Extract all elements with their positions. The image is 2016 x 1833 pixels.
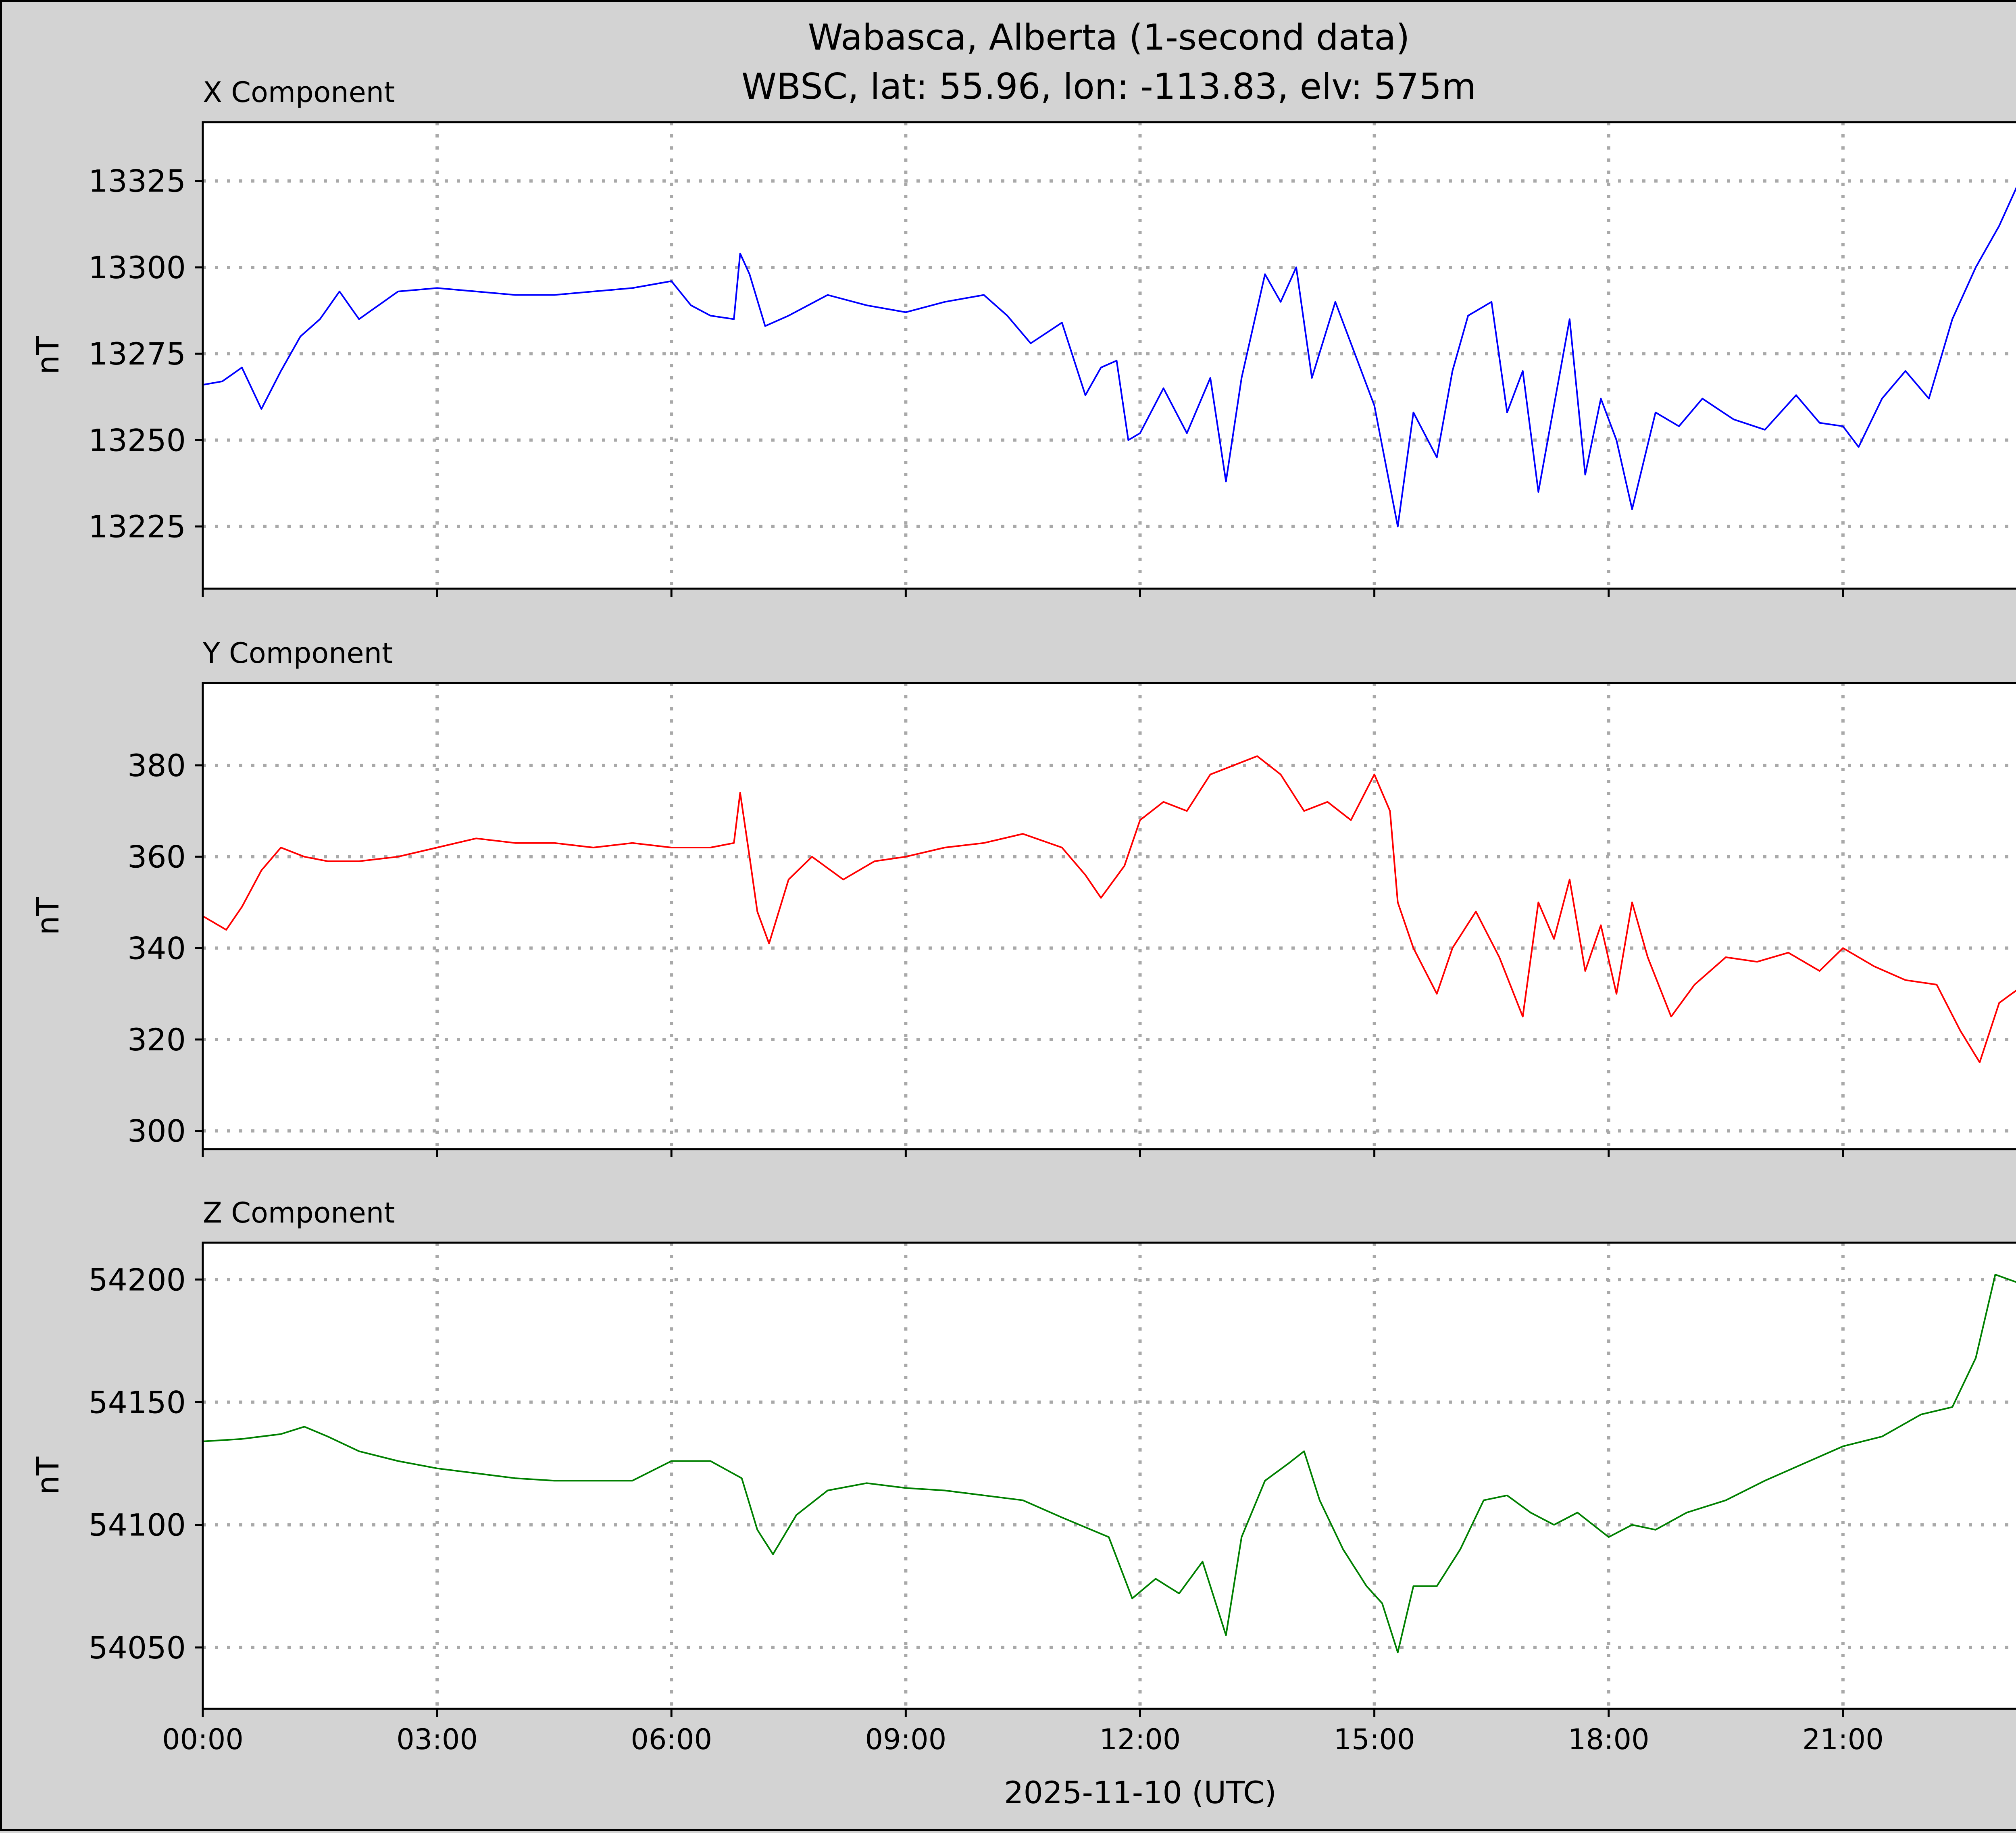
x-tick-label: 06:00	[631, 1723, 712, 1756]
panel-title: X Component	[203, 76, 395, 109]
plot-frame	[202, 121, 2016, 590]
plot-frame	[202, 682, 2016, 1150]
x-axis-label: 2025-11-10 (UTC)	[1004, 1775, 1277, 1810]
series-line-2	[202, 1274, 2016, 1654]
y-tick-label: 54050	[88, 1630, 186, 1666]
plot-area	[203, 122, 2016, 589]
panel-2: 54050 54100 54150 54200 Z Component nT	[30, 1196, 2016, 1717]
panel-title: Y Component	[202, 637, 393, 670]
chart-subtitle: WBSC, lat: 55.96, lon: -113.83, elv: 575…	[741, 66, 1476, 107]
y-tick-label: 13225	[88, 509, 186, 545]
y-tick-label: 340	[127, 930, 186, 966]
y-tick-label: 13325	[88, 163, 186, 199]
y-tick-label: 380	[127, 748, 186, 783]
chart-title: Wabasca, Alberta (1-second data)	[808, 17, 1410, 58]
x-tick-label: 21:00	[1802, 1723, 1884, 1756]
y-tick-label: 300	[127, 1113, 186, 1149]
y-tick-label: 54200	[88, 1262, 186, 1298]
panel-0: 13225 13250 13275 13300 13325 X Component nT	[30, 76, 2016, 597]
y-tick-label: 54100	[88, 1507, 186, 1543]
x-tick-label: 09:00	[865, 1723, 947, 1756]
plot-frame	[202, 1241, 2016, 1710]
y-axis-label: nT	[30, 897, 66, 935]
y-axis-label: nT	[30, 336, 66, 375]
panel-title: Z Component	[203, 1196, 395, 1229]
x-tick-label: 12:00	[1100, 1723, 1181, 1756]
x-tick-label: 00:00	[162, 1723, 244, 1756]
x-tick-label: 18:00	[1568, 1723, 1649, 1756]
plot-area	[203, 683, 2016, 1149]
plot-area	[203, 1243, 2016, 1709]
series-line-1	[202, 755, 2016, 1063]
x-tick-label: 15:00	[1334, 1723, 1415, 1756]
x-tick-label: 03:00	[396, 1723, 478, 1756]
y-tick-label: 13275	[88, 336, 186, 372]
y-tick-label: 360	[127, 839, 186, 875]
y-tick-label: 13300	[88, 250, 186, 285]
y-axis-label: nT	[30, 1456, 66, 1495]
y-tick-label: 13250	[88, 422, 186, 458]
y-tick-label: 54150	[88, 1384, 186, 1420]
series-line-0	[202, 186, 2016, 527]
panel-1: 300 320 340 360 380 Y Component nT	[30, 637, 2016, 1157]
y-tick-label: 320	[127, 1022, 186, 1058]
